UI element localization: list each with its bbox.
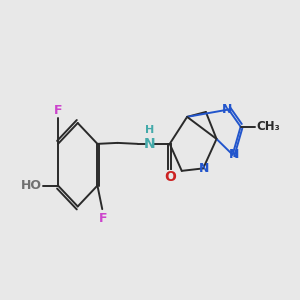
Text: F: F: [54, 104, 62, 117]
Text: N: N: [199, 162, 209, 175]
Text: N: N: [144, 137, 155, 151]
Text: CH₃: CH₃: [257, 120, 281, 133]
Text: O: O: [164, 170, 176, 184]
Text: HO: HO: [20, 179, 41, 192]
Text: N: N: [229, 148, 239, 161]
Text: F: F: [99, 212, 108, 225]
Text: H: H: [145, 125, 154, 135]
Text: N: N: [222, 103, 232, 116]
